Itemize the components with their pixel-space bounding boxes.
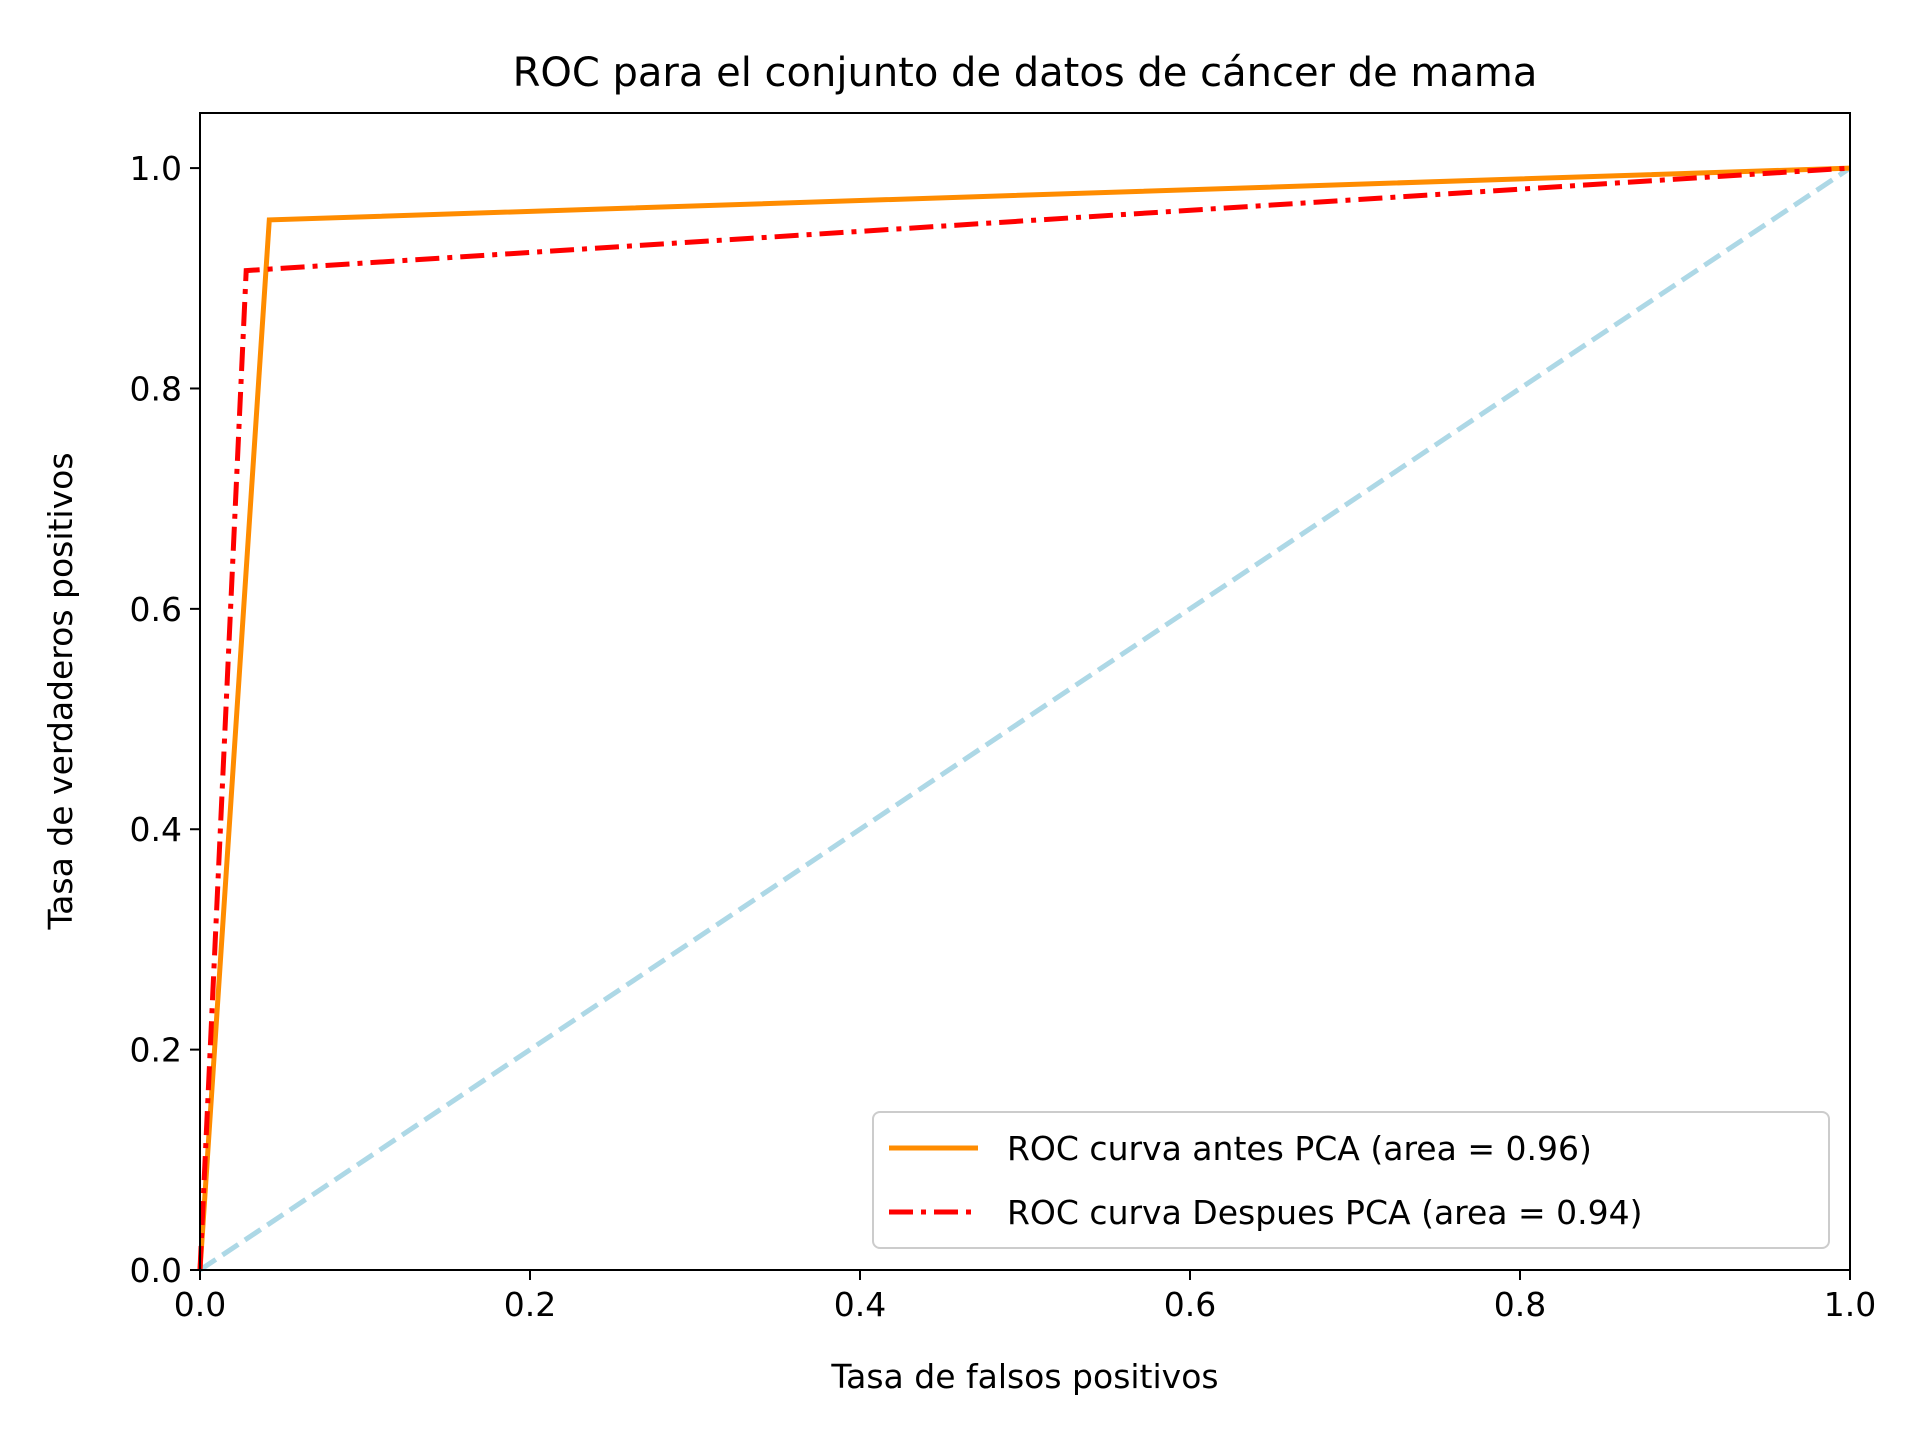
plot-frame <box>199 112 1851 1271</box>
legend: ROC curva antes PCA (area = 0.96) ROC cu… <box>872 1111 1830 1249</box>
y-tick-label: 0.4 <box>130 810 182 849</box>
legend-label-despues-pca: ROC curva Despues PCA (area = 0.94) <box>1007 1193 1643 1232</box>
roc-line-antes-pca <box>197 165 1851 1271</box>
x-tick-label: 0.6 <box>1164 1285 1216 1324</box>
y-tick-label: 0.8 <box>130 369 182 408</box>
chance-diagonal-line <box>198 166 1852 1273</box>
y-tick-label: 0.6 <box>130 590 182 629</box>
y-axis-label: Tasa de verdaderos positivos <box>41 452 80 930</box>
x-tick-label: 0.2 <box>504 1285 556 1324</box>
x-axis-ticks: 0.0 0.2 0.4 0.6 0.8 1.0 <box>174 1270 1876 1324</box>
x-tick-label: 0.0 <box>174 1285 226 1324</box>
legend-label-antes-pca: ROC curva antes PCA (area = 0.96) <box>1007 1129 1592 1168</box>
legend-box <box>872 1111 1830 1249</box>
y-tick-label: 0.0 <box>130 1251 182 1290</box>
x-tick-label: 0.4 <box>834 1285 886 1324</box>
y-axis-ticks: 0.0 0.2 0.4 0.6 0.8 1.0 <box>130 149 200 1290</box>
plot-lines <box>197 165 1852 1273</box>
y-tick-label: 1.0 <box>130 149 182 188</box>
chart-title: ROC para el conjunto de datos de cáncer … <box>513 50 1538 96</box>
y-tick-label: 0.2 <box>130 1031 182 1070</box>
x-tick-label: 0.8 <box>1494 1285 1546 1324</box>
x-tick-label: 1.0 <box>1824 1285 1876 1324</box>
roc-line-despues-pca <box>197 165 1851 1271</box>
x-axis-label: Tasa de falsos positivos <box>830 1357 1218 1396</box>
